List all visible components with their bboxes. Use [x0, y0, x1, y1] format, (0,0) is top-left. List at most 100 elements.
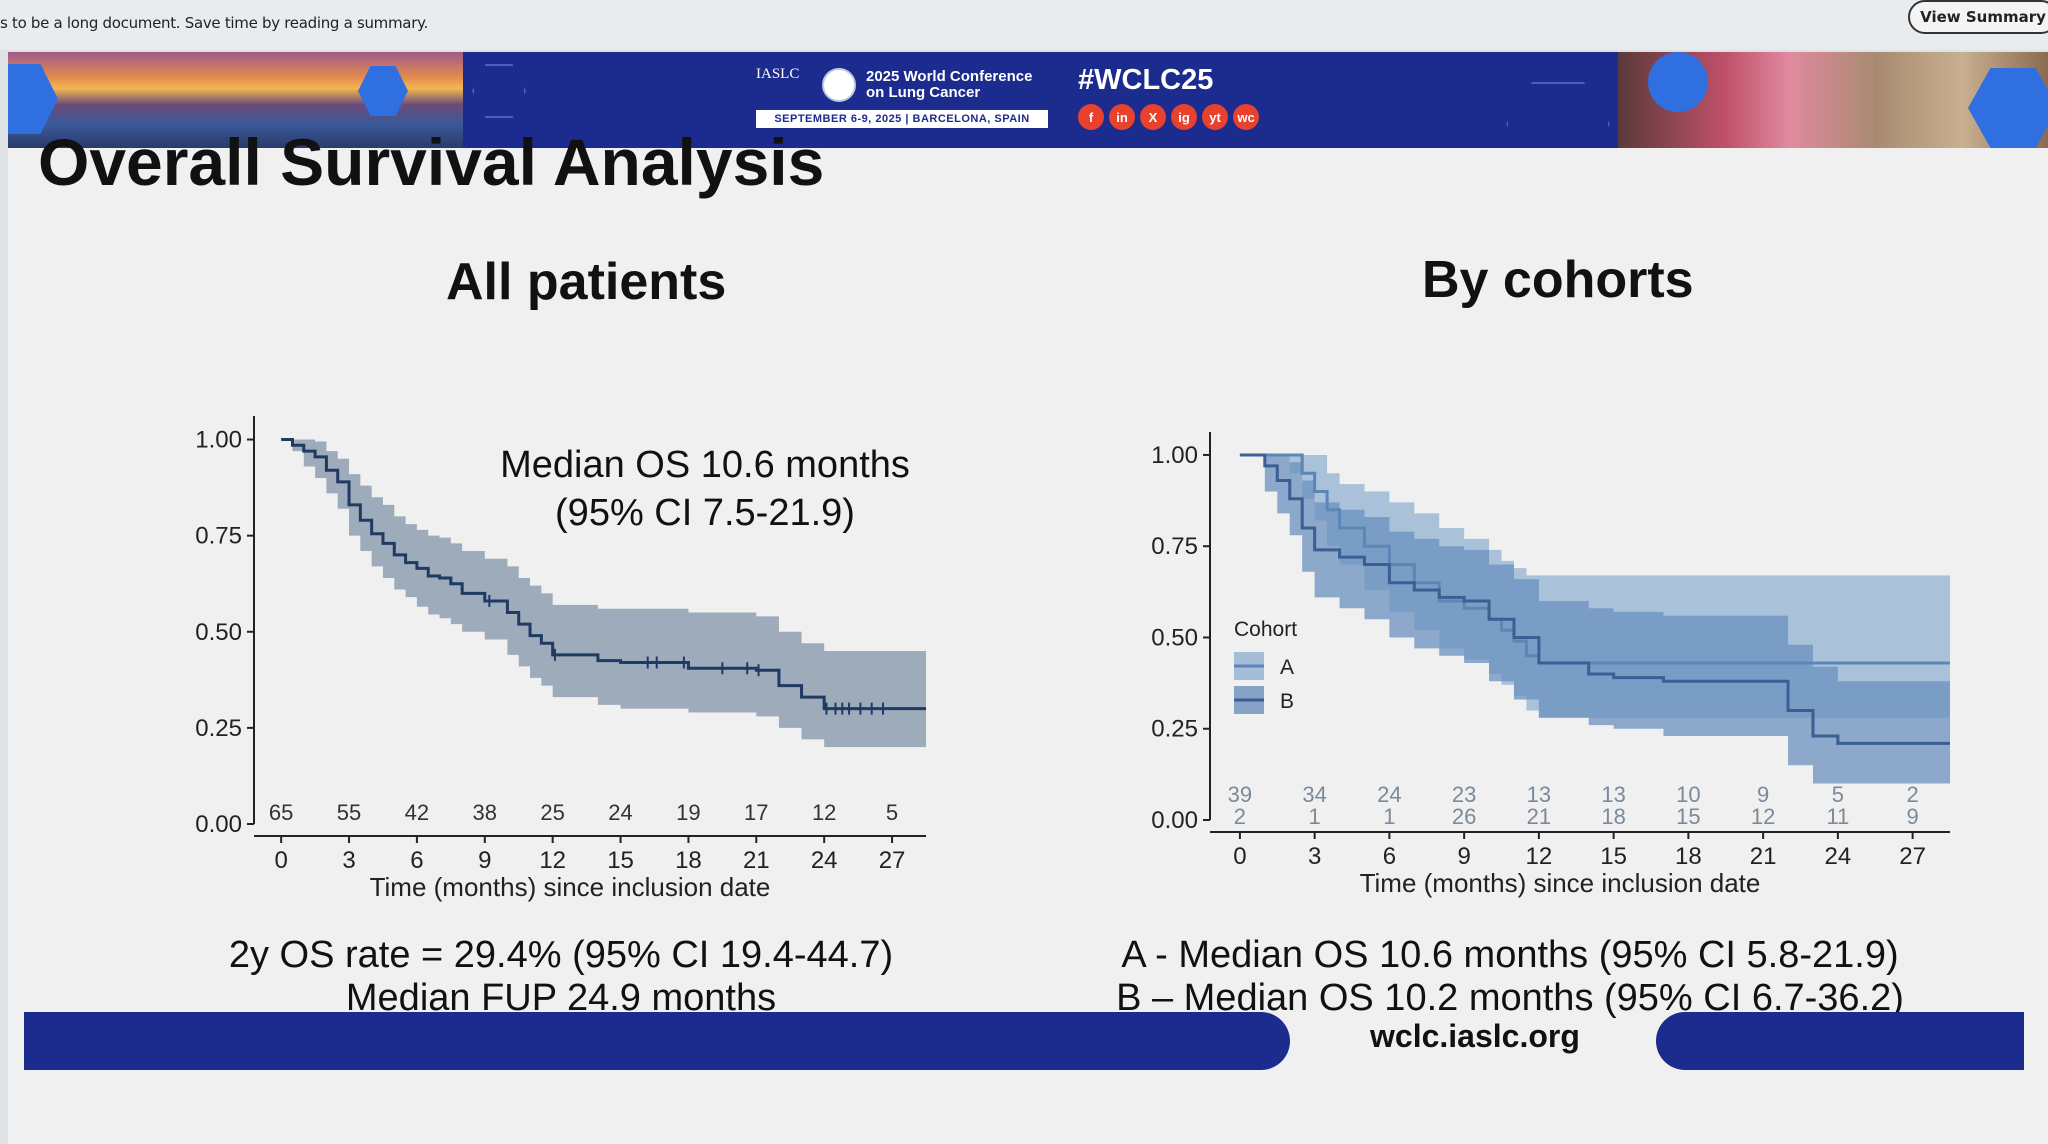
circle-decoration [1648, 52, 1708, 112]
at-risk-number: 5 [886, 800, 898, 825]
x-tick-label: 12 [1526, 843, 1553, 870]
x-tick-label: 24 [1825, 843, 1852, 870]
at-risk-number: 1 [1383, 804, 1395, 829]
at-risk-number: 10 [1676, 782, 1700, 807]
y-tick-label: 0.00 [195, 811, 242, 838]
social-icons: f in X ig yt wc [1078, 104, 1259, 130]
x-tick-label: 21 [1750, 843, 1777, 870]
at-risk-number: 39 [1228, 782, 1252, 807]
survival-line [281, 438, 926, 711]
y-tick-label: 0.50 [1151, 624, 1198, 651]
y-tick-label: 0.25 [1151, 716, 1198, 743]
annotation-ci: (95% CI 7.5-21.9) [555, 492, 855, 534]
at-risk-number: 12 [812, 800, 836, 825]
at-risk-number: 24 [608, 800, 632, 825]
x-tick-label: 15 [1600, 843, 1627, 870]
at-risk-number: 17 [744, 800, 768, 825]
at-risk-number: 38 [473, 800, 497, 825]
at-risk-number: 13 [1601, 782, 1625, 807]
at-risk-number: 2 [1907, 782, 1919, 807]
hexagon-outline [472, 64, 526, 118]
youtube-icon[interactable]: yt [1202, 104, 1228, 130]
at-risk-number: 18 [1601, 804, 1625, 829]
at-risk-number: 5 [1832, 782, 1844, 807]
y-tick-label: 0.00 [1151, 807, 1198, 834]
x-tick-label: 3 [1308, 843, 1321, 870]
at-risk-number: 26 [1452, 804, 1476, 829]
conference-name-line2: on Lung Cancer [866, 84, 981, 101]
x-tick-label: 12 [539, 847, 566, 874]
annotation-median: Median OS 10.6 months [500, 444, 910, 486]
conference-logo: IASLC 2025 World Conference on Lung Canc… [756, 66, 1056, 132]
survival-line [1239, 453, 1950, 745]
x-tick-label: 27 [1899, 843, 1926, 870]
right-stats: A - Median OS 10.6 months (95% CI 5.8-21… [1060, 934, 1960, 1020]
at-risk-number: 13 [1527, 782, 1551, 807]
x-axis-label: Time (months) since inclusion date [370, 872, 771, 902]
conference-dates: SEPTEMBER 6-9, 2025 | BARCELONA, SPAIN [756, 110, 1048, 128]
hexagon-outline [1506, 82, 1610, 148]
facebook-icon[interactable]: f [1078, 104, 1104, 130]
km-chart-by-cohorts: 0.000.250.500.751.000 3 6 9 12 15 18 21 24 27Time… [1151, 432, 1950, 898]
instagram-icon[interactable]: ig [1171, 104, 1197, 130]
footer-url: wclc.iaslc.org [1370, 1018, 1580, 1054]
slide-title: Overall Survival Analysis [38, 125, 825, 199]
at-risk-number: 65 [269, 800, 293, 825]
iaslc-logo: IASLC [756, 66, 800, 82]
y-tick-label: 1.00 [195, 427, 242, 454]
x-tick-label: 9 [1457, 843, 1470, 870]
at-risk-number: 9 [1757, 782, 1769, 807]
y-tick-label: 0.75 [195, 523, 242, 550]
x-tick-label: 27 [879, 847, 906, 874]
legend-title: Cohort [1234, 618, 1297, 641]
at-risk-number: 9 [1907, 804, 1919, 829]
at-risk-number: 11 [1826, 804, 1849, 829]
x-icon[interactable]: X [1140, 104, 1166, 130]
at-risk-number: 1 [1309, 804, 1321, 829]
x-tick-label: 9 [478, 847, 491, 874]
at-risk-number: 25 [540, 800, 564, 825]
summary-message: s to be a long document. Save time by re… [0, 14, 428, 32]
hashtag: #WCLC25 [1078, 64, 1214, 96]
x-tick-label: 24 [811, 847, 838, 874]
ci-band [1239, 454, 1950, 784]
footer-bar-left [24, 1012, 1290, 1070]
at-risk-number: 21 [1527, 804, 1551, 829]
barcelona-photo-left [8, 52, 463, 148]
linkedin-icon[interactable]: in [1109, 104, 1135, 130]
right-subtitle: By cohorts [1422, 251, 1694, 309]
os-rate-text: 2y OS rate = 29.4% (95% CI 19.4-44.7) [228, 934, 894, 976]
x-tick-label: 21 [743, 847, 770, 874]
legend-label: A [1280, 656, 1294, 679]
x-tick-label: 18 [1675, 843, 1702, 870]
conference-name-line1: 2025 World Conference [866, 68, 1033, 85]
y-tick-label: 0.25 [195, 715, 242, 742]
km-chart-all-patients: 0.00 0.25 0.50 0.75 1.00 0 3 6 9 12 15 18 21 24 27 Time… [195, 416, 927, 902]
globe-icon [822, 68, 856, 102]
at-risk-number: 55 [337, 800, 361, 825]
at-risk-number: 24 [1377, 782, 1401, 807]
cohort-a-median-text: A - Median OS 10.6 months (95% CI 5.8-21… [1121, 934, 1899, 976]
at-risk-number: 34 [1302, 782, 1326, 807]
x-tick-label: 18 [675, 847, 702, 874]
y-tick-label: 1.00 [1151, 442, 1198, 469]
browser-bar: s to be a long document. Save time by re… [0, 0, 2048, 50]
at-risk-number: 2 [1234, 804, 1246, 829]
x-tick-label: 6 [410, 847, 423, 874]
footer-bar-right [1656, 1012, 2024, 1070]
at-risk-number: 23 [1452, 782, 1476, 807]
view-summary-button[interactable]: View Summary [1908, 0, 2048, 34]
x-tick-label: 0 [274, 847, 287, 874]
x-tick-label: 0 [1233, 843, 1246, 870]
x-tick-label: 3 [342, 847, 355, 874]
left-subtitle: All patients [446, 253, 727, 311]
hexagon-decoration [358, 66, 408, 116]
x-tick-label: 15 [607, 847, 634, 874]
barcelona-photo-right [1618, 52, 2048, 148]
wechat-icon[interactable]: wc [1233, 104, 1259, 130]
at-risk-number: 42 [405, 800, 429, 825]
at-risk-number: 15 [1676, 804, 1700, 829]
at-risk-number: 12 [1751, 804, 1775, 829]
conference-banner: IASLC 2025 World Conference on Lung Canc… [8, 52, 2048, 148]
left-stats: 2y OS rate = 29.4% (95% CI 19.4-44.7) Me… [176, 934, 946, 1020]
